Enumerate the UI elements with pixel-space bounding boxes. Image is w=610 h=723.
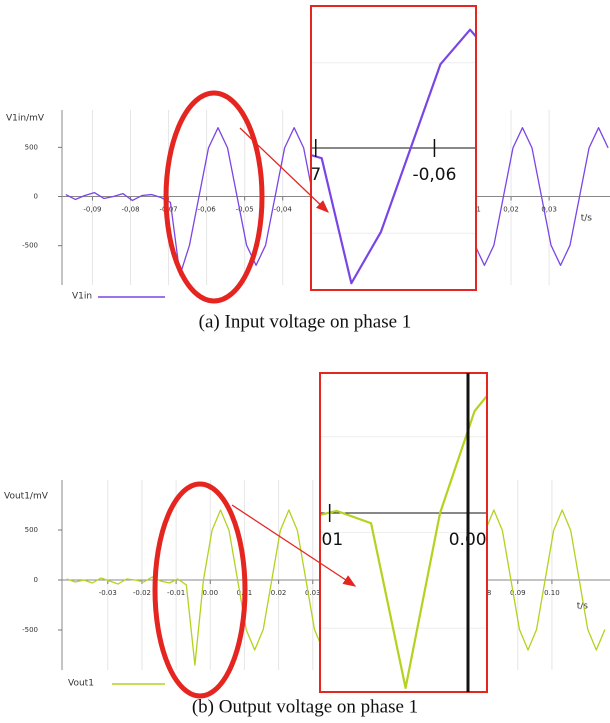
inset-tick-label: .01 (316, 530, 343, 550)
y-tick-label: 500 (25, 143, 38, 151)
chart: -0.03-0.02-0.010.000.010.020.030.080.090… (4, 372, 610, 717)
x-tick-label: -0,08 (121, 206, 139, 214)
y-axis-label: V1in/mV (6, 114, 45, 124)
x-tick-label: 0.00 (202, 589, 218, 597)
y-tick-label: 500 (25, 526, 38, 534)
y-tick-label: 0 (34, 193, 38, 201)
inset-border (310, 5, 477, 291)
highlight-ellipse (163, 90, 265, 304)
inset: 7 -0,06 (310, 6, 476, 290)
y-axis-label: Vout1/mV (4, 492, 49, 502)
x-tick-label: 0,02 (503, 206, 519, 214)
x-tick-label: -0.02 (133, 589, 151, 597)
x-tick-label: -0,05 (236, 206, 254, 214)
x-tick-label: 0.09 (510, 589, 526, 597)
chart: -0,09-0,08-0,07-0,06-0,05-0,040,010,020,… (6, 5, 610, 332)
x-tick-label: -0,09 (83, 206, 101, 214)
y-tick-label: -500 (22, 626, 38, 634)
inset-border (319, 372, 488, 693)
y-tick-label: 0 (34, 576, 38, 584)
x-tick-label: 0,03 (541, 206, 557, 214)
x-axis-label: t/s (577, 602, 589, 612)
legend-label: Vout1 (68, 679, 94, 689)
x-tick-label: -0.01 (167, 589, 185, 597)
y-tick-label: -500 (22, 242, 38, 250)
inset: .010.00 (316, 373, 487, 692)
legend-label: V1in (72, 292, 92, 302)
caption: (b) Output voltage on phase 1 (192, 696, 418, 717)
zoom-arrow (231, 504, 357, 587)
x-tick-label: -0,06 (198, 206, 217, 214)
x-tick-label: 0.03 (305, 589, 321, 597)
x-tick-label: -0.03 (99, 589, 117, 597)
x-tick-label: 0.10 (544, 589, 560, 597)
x-axis-label: t/s (581, 214, 593, 224)
zoom-arrow (239, 127, 329, 213)
caption: (a) Input voltage on phase 1 (199, 311, 412, 332)
annotations (152, 90, 470, 699)
plots: -0,09-0,08-0,07-0,06-0,05-0,040,010,020,… (4, 5, 610, 717)
x-tick-label: 0.02 (271, 589, 287, 597)
inset-tick-label: -0,06 (412, 165, 456, 185)
x-tick-label: -0,04 (274, 206, 293, 214)
highlight-ellipse (152, 481, 248, 699)
data-line (320, 394, 487, 689)
inset-tick-label: 7 (310, 165, 321, 185)
